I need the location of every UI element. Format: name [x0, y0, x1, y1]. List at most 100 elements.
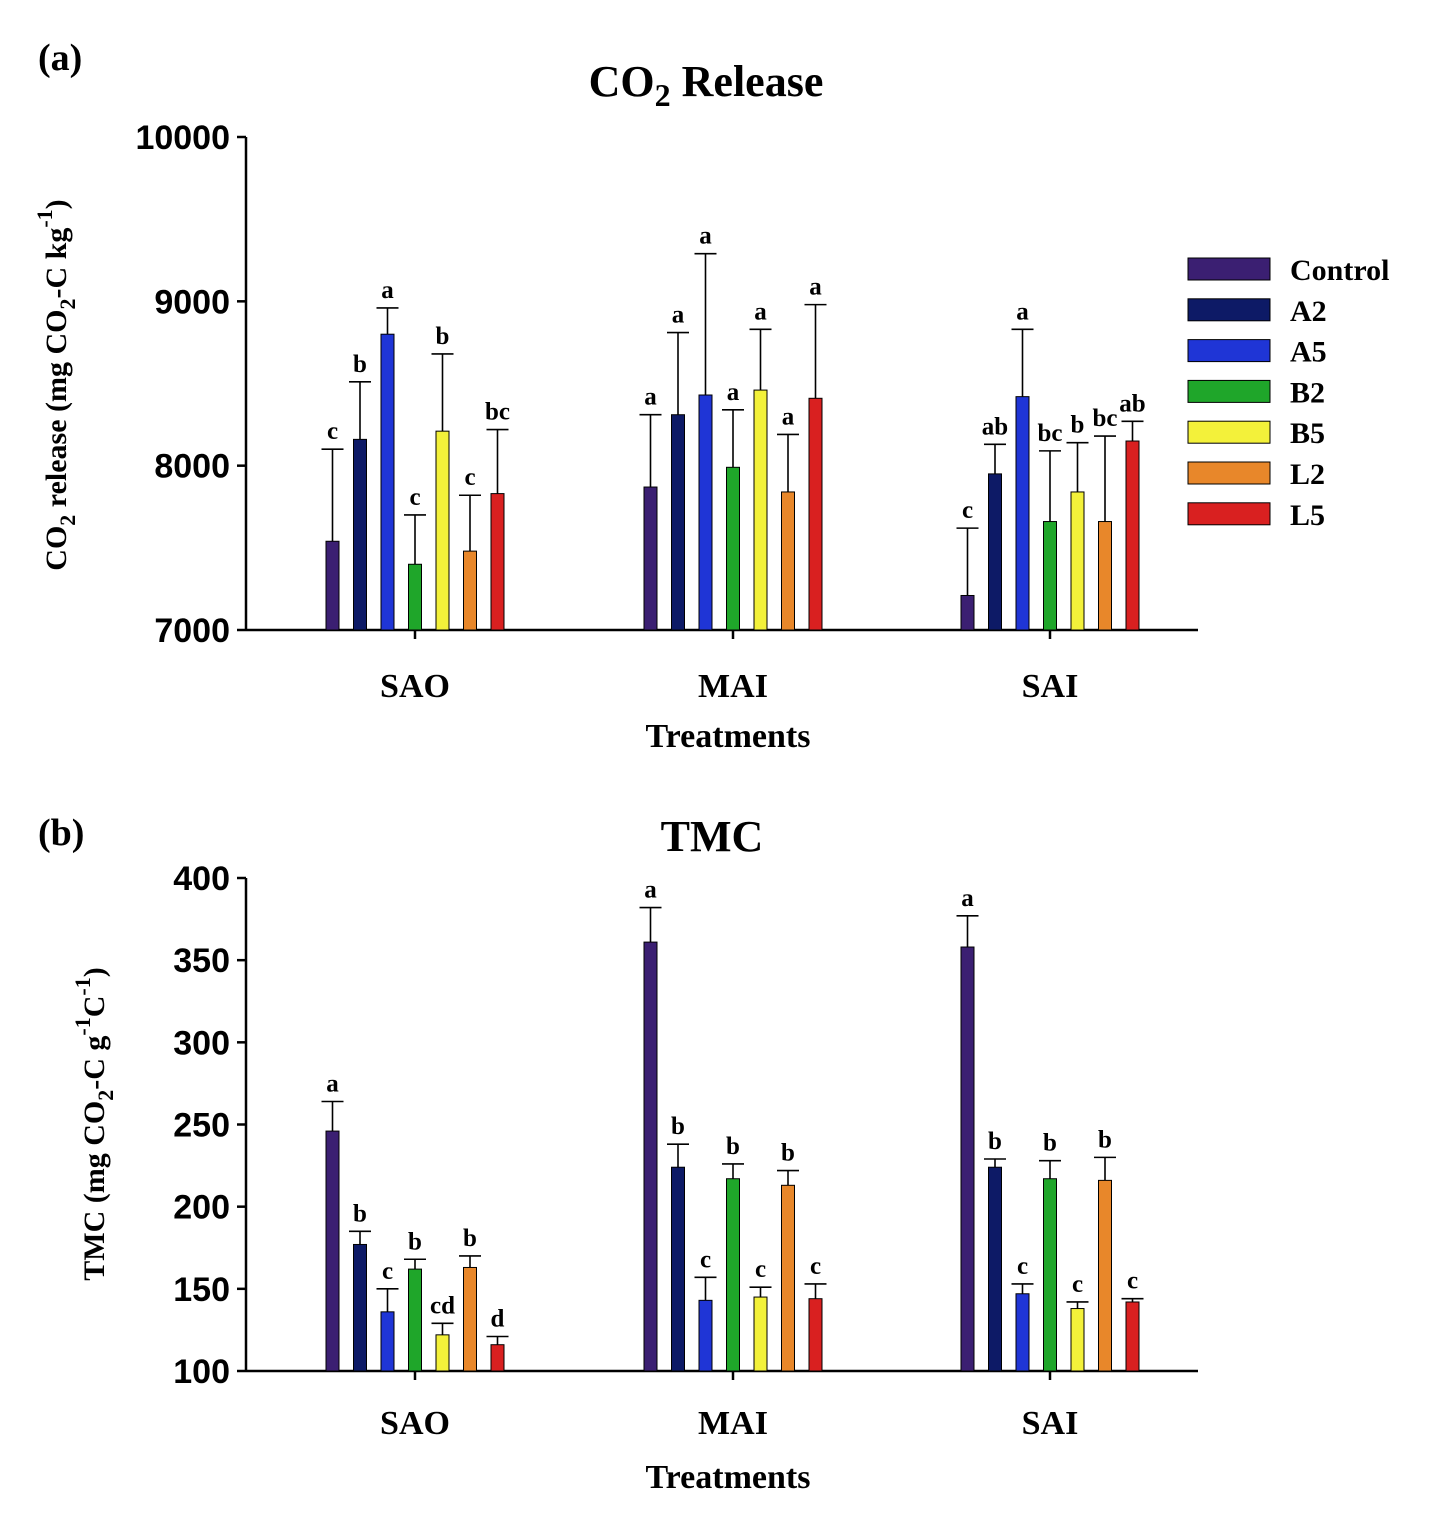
legend-swatch — [1187, 298, 1271, 322]
significance-letter: bc — [1038, 420, 1063, 447]
bar-a2-mai — [671, 414, 685, 631]
legend-swatch — [1187, 339, 1271, 363]
error-bar — [667, 331, 689, 415]
significance-letter: c — [382, 1258, 393, 1285]
legend-label: A2 — [1290, 295, 1327, 328]
panel-b: (b) TMC 100 150 200 250 300 350 400 SAO MAI SAI a… — [38, 812, 1198, 1496]
legend-swatch — [1187, 502, 1271, 526]
error-bar — [1039, 450, 1061, 522]
significance-letter: bc — [485, 399, 510, 426]
panel-a-axes: 7000 8000 9000 10000 SAO MAI SAI — [135, 119, 1198, 705]
significance-letter: d — [491, 1305, 505, 1332]
bar-b5-mai — [753, 389, 768, 631]
error-bar — [667, 1143, 689, 1168]
panel-b-x-axis-label: Treatments — [646, 1459, 811, 1496]
legend-item-b2: B2 — [1187, 376, 1325, 409]
panel-b-label: (b) — [38, 812, 84, 854]
error-bar — [321, 448, 344, 542]
y-tick-label: 250 — [173, 1107, 230, 1145]
error-bar — [376, 1288, 399, 1312]
error-bar — [1039, 1159, 1061, 1179]
error-bar — [984, 1158, 1006, 1168]
bar-l5-sao — [490, 493, 505, 631]
legend-item-control: Control — [1187, 254, 1389, 287]
error-bar — [804, 1283, 827, 1299]
panel-a-y-axis-label: CO2 release (mg CO2-C kg-1) — [32, 199, 80, 570]
bar-b5-mai — [753, 1296, 768, 1372]
error-bar — [349, 381, 371, 440]
significance-letter: c — [1127, 1268, 1138, 1295]
significance-letter: a — [1016, 298, 1029, 325]
error-bar — [749, 328, 772, 391]
significance-letter: b — [1043, 1130, 1057, 1157]
bar-l5-sai — [1125, 440, 1140, 631]
error-bar — [349, 1230, 371, 1245]
significance-letter: c — [1072, 1271, 1083, 1298]
significance-letter: c — [409, 484, 420, 511]
significance-letter: c — [1017, 1253, 1028, 1280]
legend-label: L5 — [1290, 499, 1325, 532]
legend-item-l2: L2 — [1187, 458, 1325, 491]
bar-control-sao — [325, 540, 340, 631]
error-bar — [431, 353, 454, 432]
significance-letter: a — [782, 403, 795, 430]
significance-letter: c — [464, 464, 475, 491]
error-bar — [404, 514, 426, 565]
significance-letter: b — [781, 1140, 795, 1167]
bar-a2-sai — [988, 473, 1002, 631]
significance-letter: a — [672, 302, 685, 329]
y-tick-label: 9000 — [154, 283, 230, 321]
panel-a-label: (a) — [38, 37, 82, 79]
error-bar — [459, 494, 481, 552]
bar-b5-sao — [435, 1334, 450, 1372]
error-bar — [777, 1169, 799, 1186]
error-bar — [1011, 328, 1034, 397]
legend-swatch — [1187, 461, 1271, 485]
panel-a-x-axis-label: Treatments — [646, 718, 811, 755]
error-bar — [956, 527, 979, 596]
panel-a: (a) CO2 Release 7000 8000 9000 10000 SAO MAI S… — [32, 37, 1198, 755]
significance-letter: ab — [1119, 390, 1145, 417]
bar-a5-sao — [380, 333, 395, 631]
significance-letter: a — [699, 223, 712, 250]
bar-l2-sai — [1098, 1179, 1112, 1372]
y-tick-label: 200 — [173, 1189, 230, 1227]
error-bar — [431, 1322, 454, 1335]
x-category-label: SAI — [1022, 668, 1079, 705]
y-tick-label: 100 — [173, 1353, 230, 1391]
significance-letter: a — [754, 298, 767, 325]
bar-a5-sao — [380, 1311, 395, 1372]
y-tick-label: 10000 — [135, 119, 230, 157]
significance-letter: b — [1098, 1126, 1112, 1153]
error-bar — [486, 428, 509, 494]
significance-letter: a — [644, 384, 657, 411]
error-bar — [376, 307, 399, 335]
error-bar — [1121, 420, 1144, 442]
error-bar — [486, 1335, 509, 1345]
panel-b-axes: 100 150 200 250 300 350 400 SAO MAI SAI — [173, 860, 1198, 1442]
panel-b-y-axis-label: TMC (mg CO2-C g-1C-1) — [70, 967, 118, 1280]
bar-a2-sao — [353, 1243, 367, 1372]
legend-label: A5 — [1290, 336, 1327, 369]
bar-l2-mai — [781, 491, 795, 631]
error-bar — [804, 303, 827, 399]
bar-l2-sao — [463, 550, 477, 631]
error-bar — [722, 1163, 744, 1179]
y-tick-label: 8000 — [154, 448, 230, 486]
error-bar — [1066, 1301, 1089, 1309]
significance-letter: b — [353, 1200, 367, 1227]
legend-item-a5: A5 — [1187, 336, 1327, 369]
error-bar — [459, 1255, 481, 1268]
significance-letter: b — [353, 351, 367, 378]
bar-l2-mai — [781, 1184, 795, 1372]
bar-a5-mai — [698, 394, 713, 631]
significance-letter: cd — [430, 1292, 455, 1319]
significance-letter: a — [644, 877, 657, 904]
legend-label: L2 — [1290, 458, 1325, 491]
significance-letter: a — [809, 274, 822, 301]
bar-b2-sai — [1043, 521, 1057, 631]
bar-b2-sao — [408, 1268, 422, 1372]
bar-control-mai — [643, 941, 658, 1372]
